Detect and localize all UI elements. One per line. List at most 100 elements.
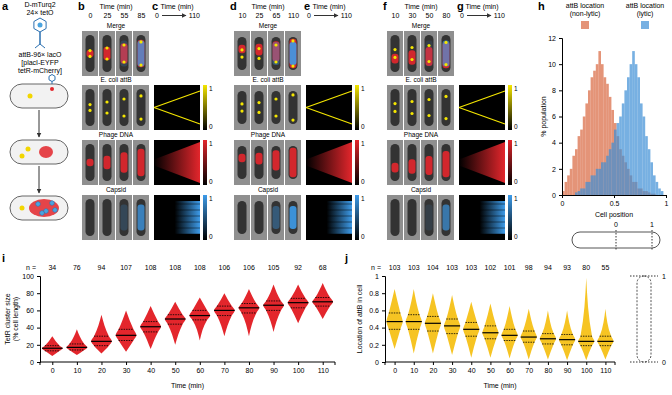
micrograph-frame: [82, 85, 98, 130]
cell: [425, 35, 434, 72]
phage-dna: [87, 159, 94, 166]
cell: [120, 144, 129, 181]
tick: 20: [98, 362, 106, 374]
bar: [606, 84, 609, 195]
kymograph-signal: [480, 201, 505, 234]
tick-label: 40: [26, 324, 34, 331]
tick-label: 60: [26, 307, 34, 314]
attb-spot: [257, 101, 260, 104]
n-label: n =: [26, 264, 36, 271]
micrograph-frame: [133, 140, 149, 185]
n-label: 94: [544, 264, 552, 271]
bars: [562, 51, 663, 195]
bar: [585, 182, 588, 195]
kymograph-trace: [459, 108, 505, 125]
kymograph: [154, 85, 200, 130]
label: Capsid: [258, 186, 279, 194]
tick: 110: [600, 362, 611, 374]
legend-label: attB location(lytic): [626, 2, 665, 18]
tick: 80: [26, 290, 40, 297]
attb-spot: [427, 60, 430, 63]
quartile-line: [143, 331, 158, 332]
attb-spot: [105, 100, 108, 103]
label: 50: [426, 12, 434, 19]
legend-swatch: [641, 21, 649, 29]
capsid: [138, 205, 145, 231]
colorbar: [203, 85, 207, 130]
panel-label: b: [78, 0, 85, 12]
phage-head: [34, 18, 46, 32]
label: Time (min): [160, 3, 193, 11]
micrograph-frame: [234, 31, 250, 76]
n-label: 92: [294, 264, 302, 271]
median-line: [239, 307, 260, 308]
quartile-line: [542, 343, 554, 344]
label: 10: [239, 12, 247, 19]
violin: [214, 293, 235, 336]
micrograph-frame: [421, 85, 437, 130]
capsid: [121, 205, 128, 231]
bar: [658, 188, 661, 195]
kymograph-texture: [175, 234, 200, 235]
cell: [238, 91, 247, 124]
tick-label: 100: [581, 367, 593, 374]
kymograph-trace: [154, 91, 200, 108]
capsid: [273, 42, 280, 65]
kymograph-texture: [175, 222, 200, 223]
bar: [611, 110, 614, 195]
bar: [653, 175, 656, 195]
colorbar: [508, 195, 512, 240]
cell-marker: [630, 276, 658, 277]
cell: [408, 199, 417, 236]
tick-mark: [567, 362, 568, 365]
capsid: [290, 42, 297, 65]
bar: [614, 123, 617, 195]
bar: [661, 191, 664, 195]
tick-label: 40: [468, 367, 476, 374]
bar: [640, 103, 643, 195]
cell: [86, 89, 95, 126]
label: 25: [104, 12, 112, 19]
cell: [442, 144, 451, 181]
cell: [442, 35, 451, 72]
tick: 70: [525, 362, 533, 374]
micrograph-frame: [404, 31, 420, 76]
quartile-line: [427, 316, 439, 317]
violin: [559, 310, 575, 360]
tick: 80: [246, 362, 254, 374]
phage-label-spot: [38, 23, 43, 28]
capsid: [426, 41, 433, 67]
micrograph-frame: [387, 85, 403, 130]
phage-dna: [426, 156, 433, 175]
label: 55: [121, 12, 129, 19]
micrograph-frame: [133, 195, 149, 240]
axis: 00.51: [561, 195, 669, 207]
median-line: [502, 335, 518, 336]
panel-label: g: [457, 0, 464, 12]
attb-spot: [444, 41, 447, 44]
tick-label: 80: [26, 290, 34, 297]
tick-label: 50: [487, 367, 495, 374]
axis: 0102030405060708090100110: [385, 362, 615, 374]
kymograph-panel: Time (min)0110010101: [154, 3, 213, 240]
tick: 60: [506, 362, 514, 374]
attb-spot: [139, 63, 142, 66]
attb-spot: [20, 206, 25, 211]
bar: [645, 136, 648, 195]
n-label: 105: [268, 264, 280, 271]
phage-dna: [138, 149, 145, 176]
violin: [189, 298, 210, 341]
axis-line: [382, 277, 386, 363]
tick-label: 70: [525, 367, 533, 374]
label: 65: [273, 12, 281, 19]
attb-spot: [122, 114, 125, 117]
cell: [137, 89, 146, 126]
attb-spot: [427, 44, 430, 47]
label: tetR-mCherry]: [18, 67, 62, 75]
bar: [637, 77, 640, 195]
capsid-icon: [36, 202, 40, 207]
tick: 90: [270, 362, 278, 374]
cell: [442, 89, 451, 126]
phage-dna: [256, 153, 263, 165]
phage-dna: [392, 163, 399, 173]
